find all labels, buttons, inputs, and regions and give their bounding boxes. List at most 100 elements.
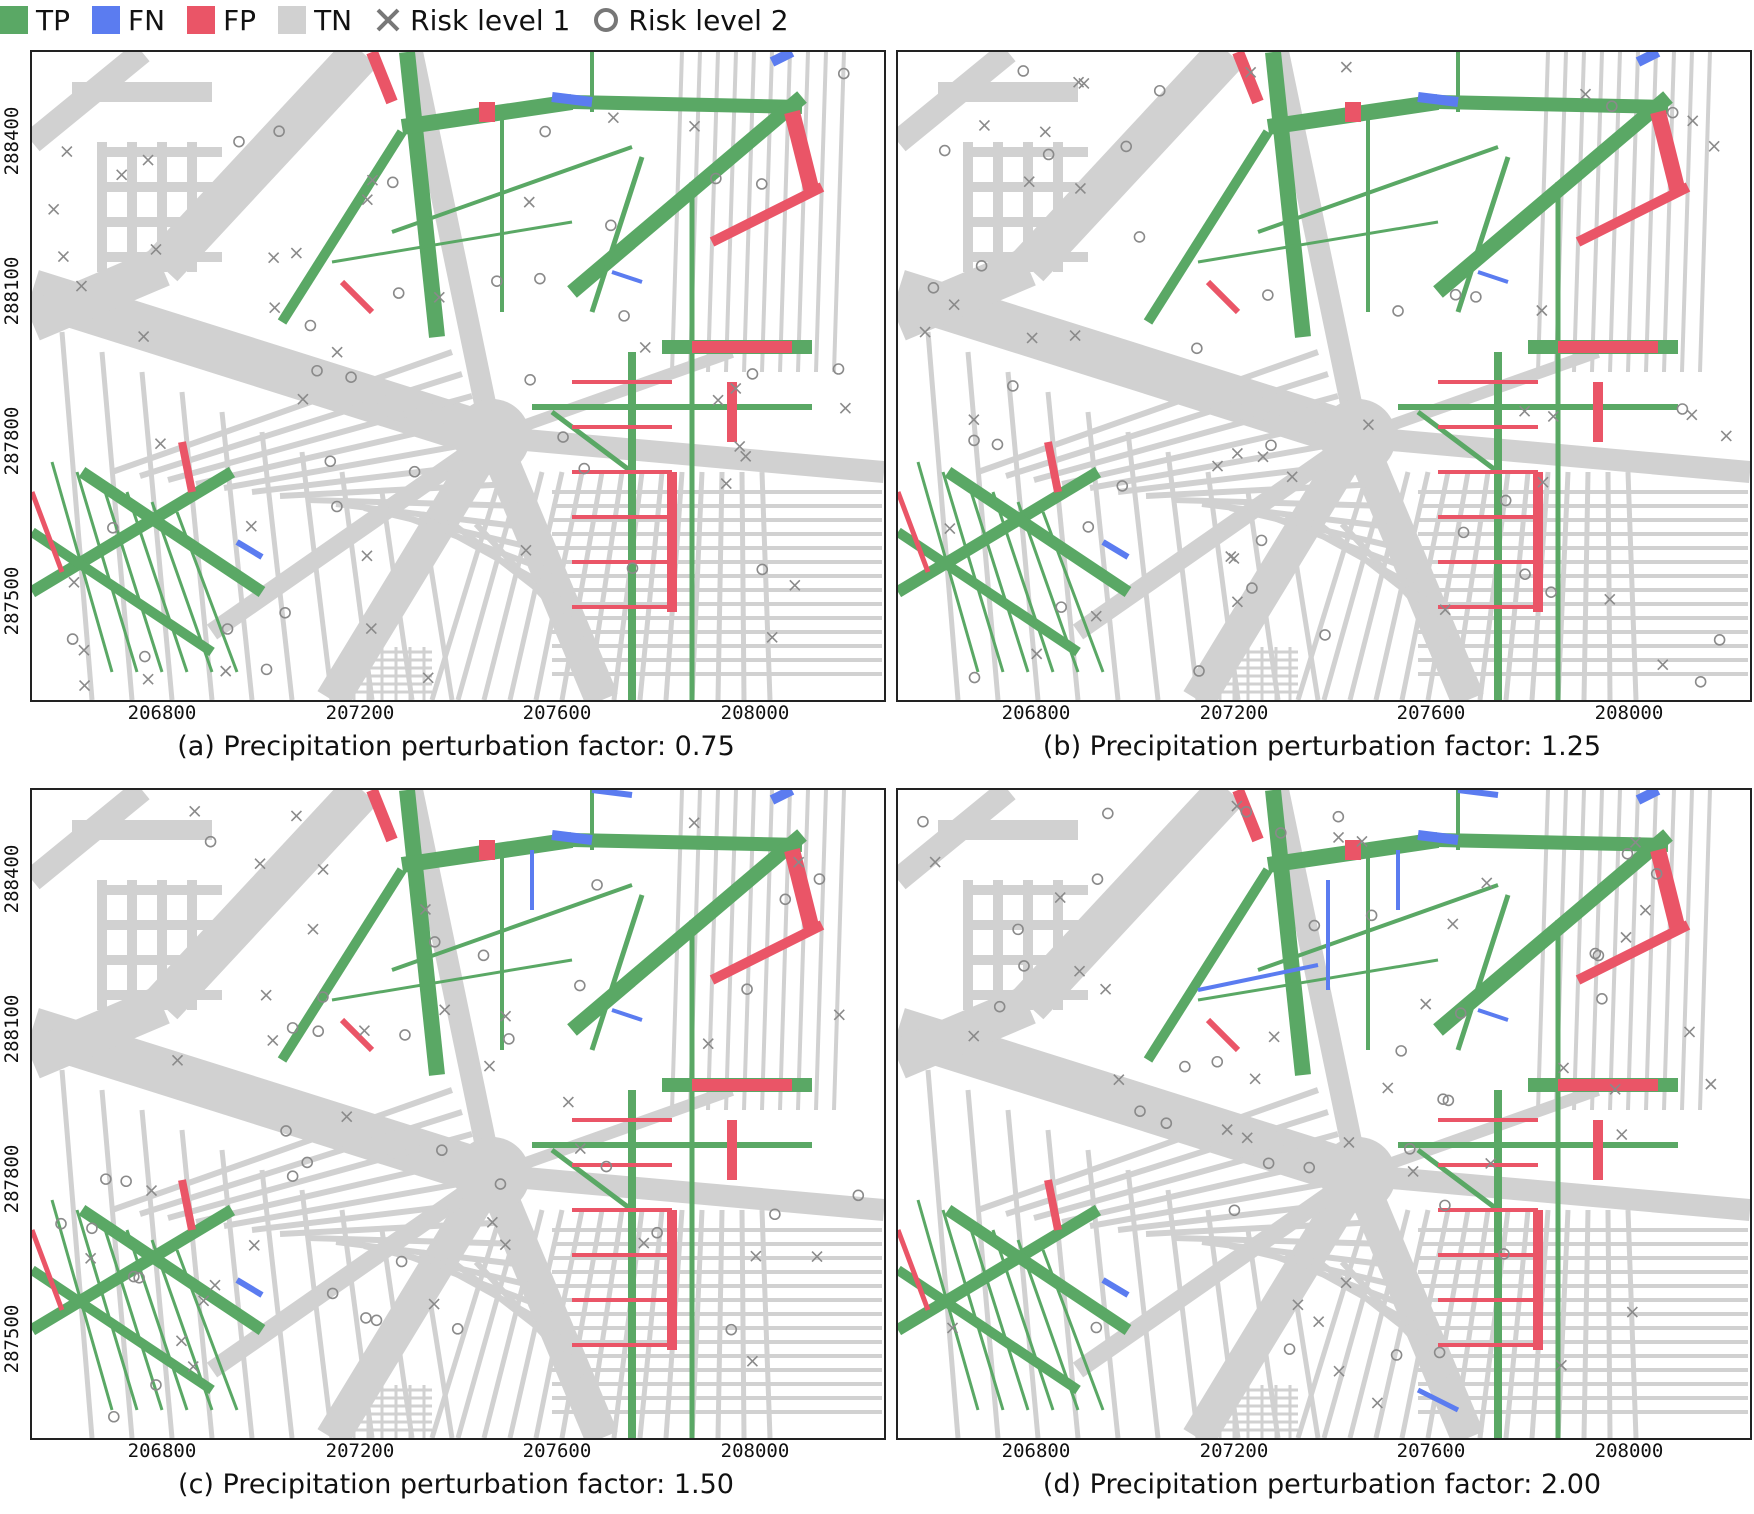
risk-level-1-marker xyxy=(1447,918,1459,930)
risk-level-1-marker xyxy=(750,1250,762,1262)
legend-item-risk2: Risk level 2 xyxy=(592,3,789,37)
road-segment xyxy=(1650,110,1686,194)
road-segment xyxy=(259,431,295,700)
road-segment xyxy=(925,331,961,700)
risk-level-2-marker xyxy=(139,650,151,663)
risk-level-2-marker xyxy=(1160,1117,1173,1130)
risk-level-1-marker xyxy=(1407,1165,1419,1178)
road-segment xyxy=(150,501,214,673)
risk-level-1-marker xyxy=(1340,61,1352,73)
risk-level-1-marker xyxy=(1629,836,1642,848)
panel-caption: (b) Precipitation perturbation factor: 1… xyxy=(1042,731,1602,762)
legend-swatch-tn xyxy=(278,6,307,34)
risk-level-2-marker xyxy=(273,125,285,138)
risk-level-2-marker xyxy=(1694,675,1707,688)
risk-level-2-marker xyxy=(832,363,845,375)
road-segment xyxy=(32,1229,65,1311)
risk-level-2-marker xyxy=(917,815,929,828)
risk-level-1-marker xyxy=(150,243,162,255)
risk-level-2-marker xyxy=(1449,288,1462,301)
risk-level-1-marker xyxy=(1054,891,1066,904)
road-segment xyxy=(1357,426,1750,483)
risk-level-1-marker xyxy=(297,393,309,405)
legend-label-fp: FP xyxy=(223,3,257,37)
risk-level-2-marker xyxy=(408,465,421,478)
risk-level-1-marker xyxy=(929,856,941,868)
risk-level-2-marker xyxy=(120,1175,132,1188)
risk-level-2-marker xyxy=(779,893,792,906)
road-segment xyxy=(571,833,803,852)
legend-swatch-fn xyxy=(92,6,120,34)
risk-level-1-marker xyxy=(720,477,732,490)
risk-level-1-marker xyxy=(175,1335,188,1347)
risk-level-2-marker xyxy=(503,1033,515,1045)
risk-level-1-marker xyxy=(366,174,379,186)
risk-level-1-marker xyxy=(1332,831,1345,843)
map-panel-a: 288400 288100 287800 287500 206800 20720… xyxy=(0,50,886,770)
risk-level-1-marker xyxy=(358,1025,370,1037)
risk-level-1-marker xyxy=(1371,1397,1383,1409)
risk-level-2-marker xyxy=(605,219,617,232)
road-segment xyxy=(419,511,455,700)
road-segment xyxy=(32,527,215,657)
road-segment xyxy=(1125,1169,1161,1438)
road-segment xyxy=(1101,1277,1130,1298)
risk-level-2-marker xyxy=(312,1025,325,1038)
risk-level-2-marker xyxy=(280,1125,292,1137)
risk-level-1-marker xyxy=(734,440,746,453)
road-segment xyxy=(491,1164,884,1221)
risk-level-2-marker xyxy=(399,1029,411,1041)
risk-level-1-marker xyxy=(811,1250,823,1263)
predicted-flood-roads xyxy=(898,790,1691,1438)
road-segment xyxy=(1437,833,1669,852)
risk-level-2-marker xyxy=(975,260,988,272)
x-tick-label: 208000 xyxy=(1594,702,1664,724)
risk-level-1-marker xyxy=(198,1295,210,1307)
risk-level-1-marker xyxy=(85,1252,97,1264)
risk-level-1-marker xyxy=(1547,410,1559,422)
risk-level-1-marker xyxy=(57,250,69,263)
risk-level-2-marker xyxy=(837,67,850,80)
road-segment xyxy=(1650,848,1686,932)
risk-level-2-marker xyxy=(150,1379,162,1391)
risk-level-2-marker xyxy=(324,455,337,468)
road-segment xyxy=(125,491,189,673)
risk-level-2-marker xyxy=(1134,1105,1146,1118)
road-segment xyxy=(32,1204,236,1336)
road-segment xyxy=(1085,1149,1121,1438)
road-segment xyxy=(259,1169,295,1438)
road-segment xyxy=(898,248,1036,341)
road-segment xyxy=(966,481,1030,673)
road-segment xyxy=(251,1197,503,1233)
road-segment xyxy=(1165,1189,1201,1438)
risk-level-2-marker xyxy=(311,364,323,377)
risk-level-1-marker xyxy=(209,1279,221,1291)
road-segment xyxy=(111,1087,453,1213)
y-tick-label: 287800 xyxy=(1,1144,23,1214)
risk-level-2-marker xyxy=(317,991,329,1003)
risk-level-2-marker xyxy=(746,368,759,380)
road-segment xyxy=(111,349,453,475)
road-segment xyxy=(175,1249,239,1411)
road-segment xyxy=(1455,156,1511,313)
risk-level-2-marker xyxy=(477,949,490,962)
road-segment xyxy=(941,471,1005,673)
road-segment xyxy=(1312,517,1440,619)
road-segment xyxy=(551,92,593,107)
legend-label-tn: TN xyxy=(314,3,353,37)
risk-level-2-marker xyxy=(968,434,980,447)
road-segment xyxy=(317,1166,507,1438)
risk-level-1-marker xyxy=(361,194,373,206)
x-tick-label: 207600 xyxy=(522,702,592,724)
road-segment xyxy=(473,521,585,641)
road-segment xyxy=(1417,92,1459,107)
risk-level-1-marker xyxy=(919,326,931,338)
legend-label-risk2: Risk level 2 xyxy=(628,3,789,37)
risk-level-1-marker xyxy=(428,1298,440,1310)
risk-level-2-marker xyxy=(491,275,503,287)
road-segment xyxy=(1477,270,1509,284)
risk-level-1-marker xyxy=(307,923,319,935)
risk-level-1-marker xyxy=(1362,419,1375,431)
x-tick-label: 207600 xyxy=(1396,702,1466,724)
risk-level-1-marker xyxy=(290,247,302,259)
